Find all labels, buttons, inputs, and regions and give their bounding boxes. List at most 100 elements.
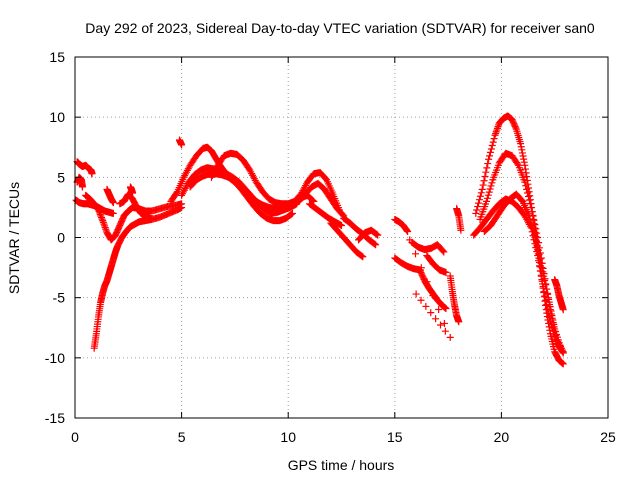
series-peak-3	[186, 170, 296, 225]
x-tick-label-10: 10	[280, 429, 296, 445]
data-point	[441, 327, 449, 335]
series-arc-j	[295, 179, 348, 220]
data-point	[371, 240, 379, 248]
data-point	[520, 158, 528, 166]
data-point	[526, 215, 534, 223]
data-point	[109, 199, 117, 207]
data-point	[528, 221, 536, 229]
data-point	[412, 290, 420, 298]
data-point	[490, 135, 498, 143]
data-point	[484, 160, 492, 168]
data-point	[529, 224, 537, 232]
data-point	[442, 268, 450, 276]
series-arc-o	[391, 215, 412, 235]
series-arc-n	[355, 226, 382, 244]
data-point	[96, 209, 104, 217]
data-point	[530, 216, 538, 224]
y-tick-label-10: 10	[49, 109, 65, 125]
data-point	[542, 281, 550, 289]
data-point	[536, 255, 544, 263]
series-arc-r	[416, 267, 450, 312]
data-point	[95, 207, 103, 215]
data-point	[550, 320, 558, 328]
data-point	[559, 360, 567, 368]
data-point	[491, 131, 499, 139]
series-arc-s	[423, 252, 450, 276]
data-point	[534, 246, 542, 254]
data-point	[532, 238, 540, 246]
data-point	[432, 315, 440, 323]
y-tick-label-neg5: -5	[53, 290, 66, 306]
series-arc-i	[175, 136, 186, 149]
data-point	[492, 128, 500, 136]
data-point	[486, 185, 494, 193]
data-point	[539, 268, 547, 276]
data-point	[532, 234, 540, 241]
data-point	[530, 227, 538, 235]
data-point	[423, 278, 431, 286]
data-point	[514, 160, 522, 168]
data-point	[101, 224, 109, 232]
data-point	[541, 276, 549, 284]
data-point	[436, 321, 444, 329]
data-point	[309, 197, 317, 205]
y-axis-label: SDTVAR / TECUs	[6, 182, 22, 294]
data-point	[477, 189, 485, 197]
data-point	[129, 189, 137, 197]
data-point	[533, 242, 541, 250]
data-point	[522, 182, 530, 190]
data-point	[525, 193, 533, 201]
data-point	[485, 188, 493, 196]
data-point	[178, 203, 186, 211]
data-point	[373, 230, 381, 238]
data-point	[440, 248, 448, 256]
data-point	[455, 318, 463, 326]
data-point	[404, 227, 412, 235]
data-point	[482, 197, 490, 205]
data-point	[427, 309, 435, 317]
data-point	[288, 209, 296, 217]
data-point	[78, 183, 86, 191]
y-tick-labels: 15 10 5 0 -5 -10 -15	[45, 49, 65, 426]
y-tick-label-neg15: -15	[45, 410, 65, 426]
data-point	[482, 168, 490, 176]
data-point	[481, 172, 489, 180]
data-point	[521, 178, 529, 186]
data-point	[538, 264, 546, 272]
data-point	[406, 236, 414, 244]
data-point	[99, 217, 107, 225]
y-tick-label-15: 15	[49, 49, 65, 65]
series-arc-t	[446, 272, 463, 326]
data-point	[488, 142, 496, 150]
data-point	[100, 220, 108, 228]
data-point	[97, 212, 105, 220]
x-tick-label-20: 20	[494, 429, 510, 445]
data-point	[359, 253, 367, 261]
data-point	[525, 196, 533, 204]
data-point	[339, 211, 347, 219]
y-tick-label-neg10: -10	[45, 350, 65, 366]
y-tick-label-0: 0	[57, 230, 65, 246]
data-point	[88, 170, 96, 178]
series-arc-w	[551, 276, 567, 314]
data-point	[557, 344, 565, 352]
data-point	[483, 164, 491, 172]
data-point	[97, 214, 105, 222]
x-tick-label-25: 25	[600, 429, 616, 445]
data-point	[98, 215, 106, 223]
data-point	[549, 316, 557, 324]
data-point	[474, 203, 482, 211]
data-point	[521, 165, 529, 173]
data-point	[559, 349, 567, 357]
data-point	[446, 333, 454, 341]
data-point	[483, 194, 491, 202]
data-point	[457, 226, 465, 234]
data-point	[531, 230, 539, 238]
data-point	[494, 123, 502, 131]
data-point	[99, 218, 107, 226]
series-arc-v	[406, 236, 454, 341]
data-point	[540, 272, 548, 280]
data-point	[487, 145, 495, 153]
data-point	[558, 348, 566, 356]
data-point	[338, 221, 345, 229]
